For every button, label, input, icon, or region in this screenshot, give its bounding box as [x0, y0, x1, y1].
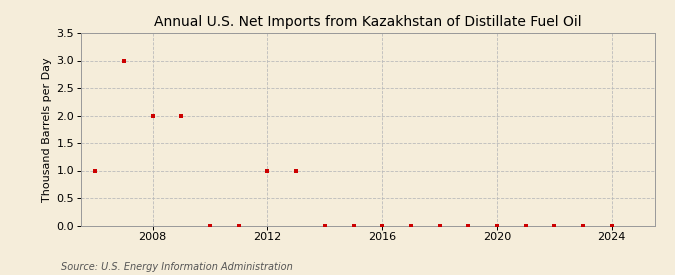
Text: Source: U.S. Energy Information Administration: Source: U.S. Energy Information Administ…	[61, 262, 292, 272]
Point	[377, 223, 387, 228]
Point	[319, 223, 330, 228]
Point	[463, 223, 474, 228]
Point	[176, 113, 187, 118]
Point	[205, 223, 215, 228]
Point	[578, 223, 589, 228]
Point	[291, 168, 302, 173]
Title: Annual U.S. Net Imports from Kazakhstan of Distillate Fuel Oil: Annual U.S. Net Imports from Kazakhstan …	[154, 15, 582, 29]
Point	[262, 168, 273, 173]
Point	[406, 223, 416, 228]
Point	[549, 223, 560, 228]
Point	[147, 113, 158, 118]
Point	[90, 168, 101, 173]
Point	[119, 58, 130, 63]
Point	[234, 223, 244, 228]
Point	[348, 223, 359, 228]
Point	[606, 223, 617, 228]
Point	[520, 223, 531, 228]
Point	[434, 223, 445, 228]
Y-axis label: Thousand Barrels per Day: Thousand Barrels per Day	[42, 57, 52, 202]
Point	[491, 223, 502, 228]
